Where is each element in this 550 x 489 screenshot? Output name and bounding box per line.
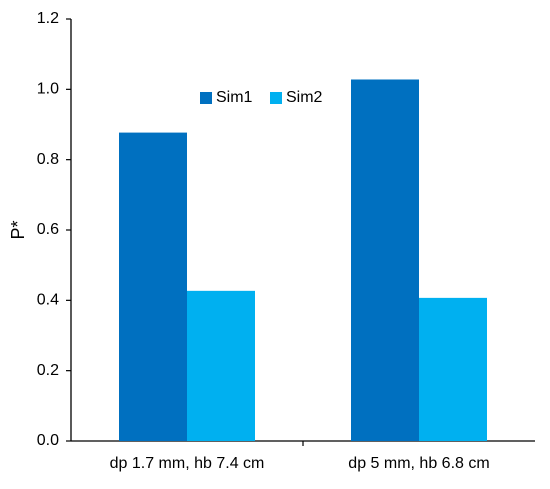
bars bbox=[119, 79, 487, 442]
y-ticks: 0.0 0.2 0.4 0.6 0.8 1.0 1.2 bbox=[37, 10, 71, 449]
bar-sim1-0 bbox=[119, 132, 187, 442]
bar-sim1-1 bbox=[351, 79, 419, 441]
y-axis-title: P* bbox=[8, 220, 28, 239]
y-tick-label: 1.2 bbox=[37, 10, 59, 27]
x-tick-label: dp 5 mm, hb 6.8 cm bbox=[348, 455, 489, 472]
legend-label-sim1: Sim1 bbox=[216, 89, 253, 106]
x-tick-label: dp 1.7 mm, hb 7.4 cm bbox=[110, 455, 265, 472]
y-tick-label: 1.0 bbox=[37, 81, 59, 98]
y-tick-label: 0.2 bbox=[37, 362, 59, 379]
y-tick-label: 0.4 bbox=[37, 292, 59, 309]
legend-swatch-sim2 bbox=[270, 92, 282, 104]
bar-sim2-1 bbox=[419, 297, 487, 441]
x-tick-labels: dp 1.7 mm, hb 7.4 cm dp 5 mm, hb 6.8 cm bbox=[110, 455, 490, 472]
bar-sim2-0 bbox=[187, 290, 255, 441]
y-tick-label: 0.8 bbox=[37, 151, 59, 168]
y-tick-label: 0.0 bbox=[37, 432, 59, 449]
legend-label-sim2: Sim2 bbox=[286, 89, 323, 106]
legend-swatch-sim1 bbox=[200, 92, 212, 104]
y-tick-label: 0.6 bbox=[37, 221, 59, 238]
legend: Sim1 Sim2 bbox=[200, 89, 323, 106]
